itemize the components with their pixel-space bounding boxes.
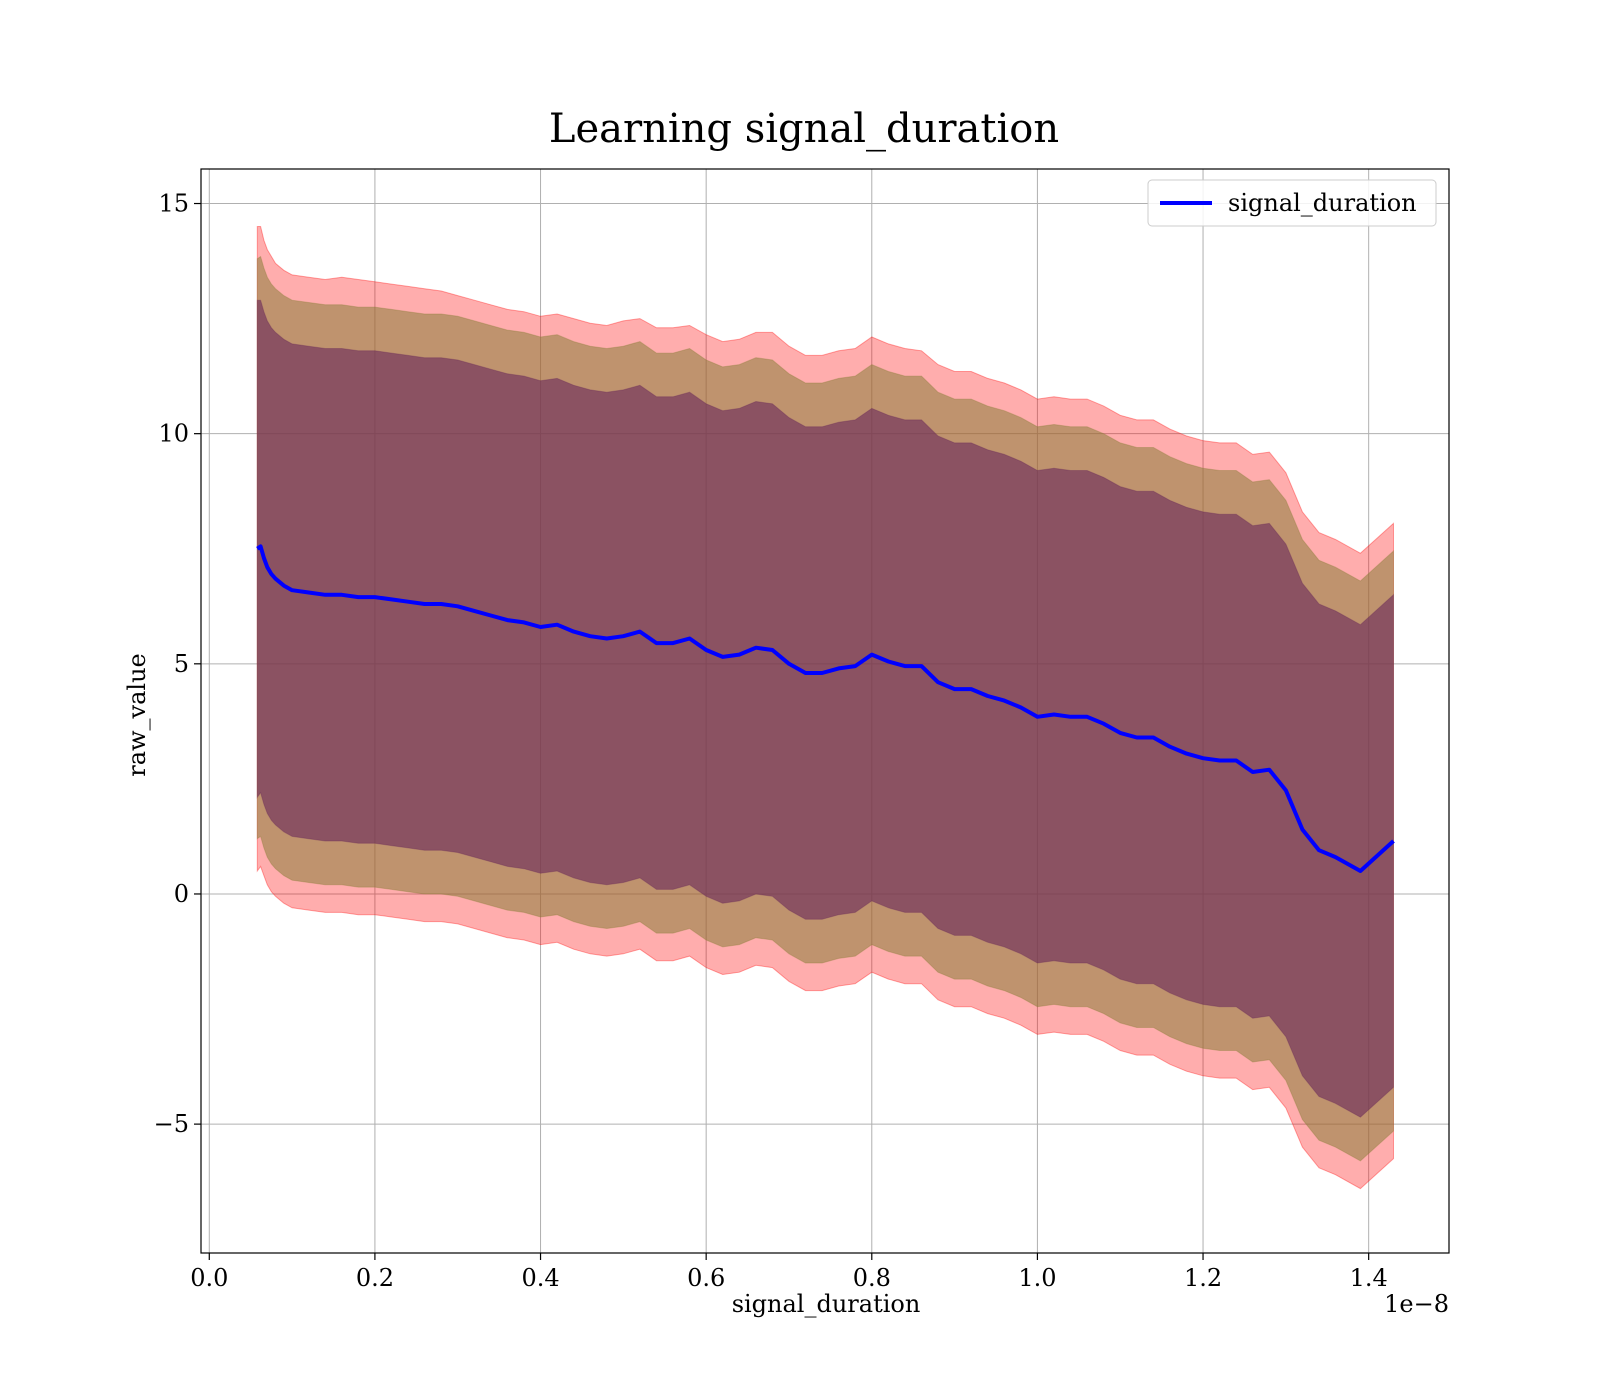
series-line-signal-duration xyxy=(256,544,1395,873)
x-tick-label: 1.4 xyxy=(1350,1264,1388,1292)
legend-label-signal-duration: signal_duration xyxy=(1228,189,1417,217)
y-tick-label: 10 xyxy=(158,420,189,448)
x-tick-label: 0.8 xyxy=(853,1264,891,1292)
y-tick-label: 0 xyxy=(174,880,189,908)
x-tick-label: 0.6 xyxy=(687,1264,725,1292)
x-tick-label: 0.2 xyxy=(356,1264,394,1292)
axis-ticks: 0.0 0.2 0.4 0.6 0.8 1.0 1.2 1.4 −5 0 5 10 15 xyxy=(154,190,1388,1292)
x-tick-label: 1.0 xyxy=(1018,1264,1056,1292)
x-tick-label: 0.4 xyxy=(521,1264,559,1292)
uncertainty-bands xyxy=(256,226,1394,1190)
band-inner xyxy=(256,299,1394,1118)
y-tick-label: 5 xyxy=(174,650,189,678)
axes-frame xyxy=(200,168,1450,1254)
x-tick-label: 1.2 xyxy=(1184,1264,1222,1292)
x-tick-label: 0.0 xyxy=(190,1264,228,1292)
y-tick-label: 15 xyxy=(158,190,189,218)
y-axis-label: raw_value xyxy=(123,653,151,777)
x-axis-label: signal_duration xyxy=(732,1290,921,1318)
legend-box xyxy=(1147,179,1437,227)
y-tick-label: −5 xyxy=(154,1110,189,1138)
legend: signal_duration xyxy=(1147,179,1437,227)
plot-area: 0.0 0.2 0.4 0.6 0.8 1.0 1.2 1.4 −5 0 5 10 15 xyxy=(154,168,1450,1292)
x-axis-offset-label: 1e−8 xyxy=(1384,1290,1449,1318)
chart-title: Learning signal_duration xyxy=(549,106,1059,152)
series-lines xyxy=(256,544,1395,873)
